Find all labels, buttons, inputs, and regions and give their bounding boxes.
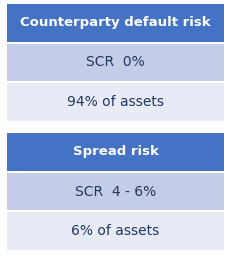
Bar <box>7 173 224 210</box>
Text: 94% of assets: 94% of assets <box>67 95 164 109</box>
Text: Spread risk: Spread risk <box>73 145 158 158</box>
Bar <box>7 4 224 42</box>
Text: 6% of assets: 6% of assets <box>71 224 160 238</box>
Bar <box>7 212 224 250</box>
Bar <box>7 44 224 81</box>
Bar <box>7 133 224 171</box>
Text: SCR  0%: SCR 0% <box>86 55 145 70</box>
Bar <box>7 83 224 121</box>
Text: Counterparty default risk: Counterparty default risk <box>20 16 211 29</box>
Text: SCR  4 - 6%: SCR 4 - 6% <box>75 184 156 199</box>
